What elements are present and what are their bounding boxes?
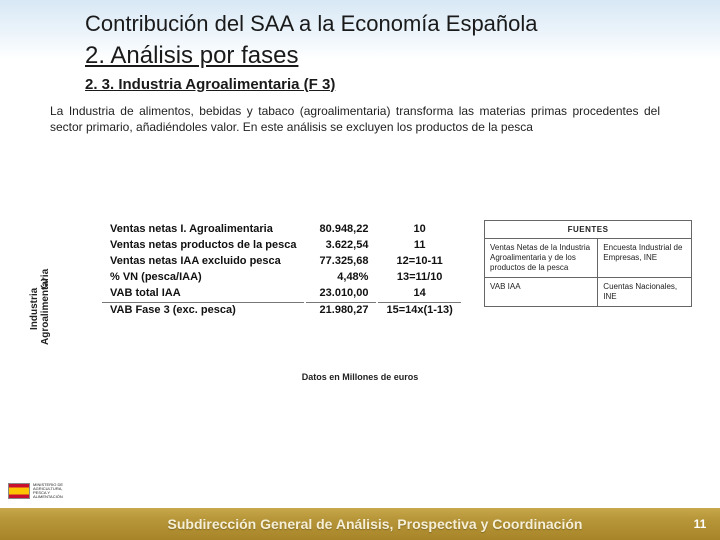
section-title: 2. Análisis por fases (85, 42, 680, 70)
ministry-logo: MINISTERIO DE AGRICULTURA, PESCA Y ALIME… (8, 476, 64, 506)
sources-cell-left: Ventas Netas de la Industria Agroaliment… (485, 239, 598, 277)
sources-cell-right: Cuentas Nacionales, INE (598, 278, 691, 306)
sources-box: FUENTES Ventas Netas de la Industria Agr… (484, 220, 692, 307)
sources-cell-left: VAB IAA (485, 278, 598, 306)
sources-row: Ventas Netas de la Industria Agroaliment… (485, 239, 691, 278)
data-area: Industria Agroalimentaria 3 Ventas netas… (10, 215, 710, 360)
sources-cell-right: Encuesta Industrial de Empresas, INE (598, 239, 691, 277)
spain-flag-icon (8, 483, 30, 499)
table-row: Ventas netas IAA excluido pesca77.325,68… (102, 254, 461, 268)
vertical-axis-label-1: Industria (30, 288, 40, 330)
phase-number: 3 (40, 275, 48, 291)
footer-bar: Subdirección General de Análisis, Prospe… (0, 508, 720, 540)
subsection-title: 2. 3. Industria Agroalimentaria (F 3) (85, 76, 680, 93)
units-caption: Datos en Millones de euros (0, 372, 720, 382)
body-paragraph: La Industria de alimentos, bebidas y tab… (50, 103, 660, 135)
table-row: % VN (pesca/IAA)4,48%13=11/10 (102, 270, 461, 284)
page-number: 11 (680, 517, 720, 531)
table-row-total: VAB Fase 3 (exc. pesca)21.980,2715=14x(1… (102, 302, 461, 317)
sources-header: FUENTES (485, 221, 691, 239)
table-row: VAB total IAA23.010,0014 (102, 286, 461, 300)
table-row: Ventas netas productos de la pesca3.622,… (102, 238, 461, 252)
content-area: Contribución del SAA a la Economía Españ… (0, 0, 720, 135)
sources-row: VAB IAACuentas Nacionales, INE (485, 278, 691, 306)
page-title: Contribución del SAA a la Economía Españ… (85, 10, 680, 38)
data-table: Ventas netas I. Agroalimentaria80.948,22… (100, 220, 463, 319)
table-row: Ventas netas I. Agroalimentaria80.948,22… (102, 222, 461, 236)
ministry-text: MINISTERIO DE AGRICULTURA, PESCA Y ALIME… (33, 483, 63, 499)
footer-org: Subdirección General de Análisis, Prospe… (70, 516, 680, 532)
